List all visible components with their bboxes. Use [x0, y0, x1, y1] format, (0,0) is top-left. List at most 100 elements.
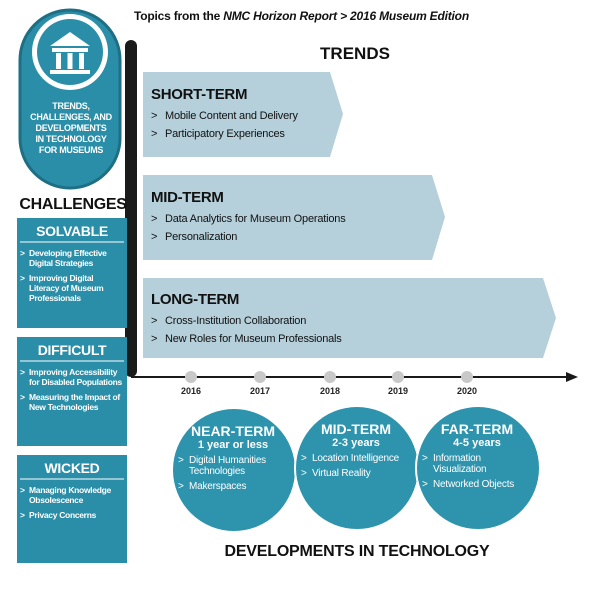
item-text: Information Visualization — [433, 453, 487, 475]
list-item: > Data Analytics for Museum Operations — [151, 210, 346, 228]
badge-line: TRENDS, — [52, 101, 90, 111]
item-text: Virtual Reality — [312, 468, 371, 479]
challenge-title: DIFFICULT — [37, 342, 107, 358]
trend-arrow — [143, 278, 556, 358]
development-circle: MID-TERM 2-3 years > Location Intelligence >… — [301, 422, 411, 483]
challenges-title: CHALLENGES — [19, 196, 127, 213]
header-report: NMC Horizon Report > 2016 Museum Edition — [223, 9, 469, 23]
list-item: > Virtual Reality — [301, 468, 411, 479]
development-circle: NEAR-TERM 1 year or less > Digital Humaniti… — [178, 424, 288, 496]
bullet: > — [151, 315, 158, 327]
bullet: > — [151, 128, 158, 140]
item-text: Makerspaces — [189, 481, 247, 492]
museum-icon — [50, 32, 90, 74]
badge-line: IN TECHNOLOGY — [35, 134, 107, 144]
list-item: > Cross-Institution Collaboration — [151, 312, 342, 330]
item-text: Participatory Experiences — [165, 128, 285, 140]
year-label: 2020 — [456, 386, 478, 396]
timeline-arrowhead — [566, 372, 578, 382]
bullet: > — [422, 453, 428, 464]
developments-title: DEVELOPMENTS IN TECHNOLOGY — [224, 543, 490, 560]
challenge-items: > Managing Knowledge Obsolescence > Privacy… — [20, 485, 124, 520]
bullet: > — [151, 231, 158, 243]
challenge-group: WICKED > Managing Knowledge Obsolescence > P… — [20, 457, 124, 525]
item-text: Measuring the Impact of New Technologies — [29, 392, 120, 412]
item-text: Improving Accessibility for Disabled Pop… — [29, 367, 122, 387]
list-item: > Location Intelligence — [301, 453, 411, 464]
challenge-title: WICKED — [44, 460, 100, 476]
development-circle: FAR-TERM 4-5 years > Information Visualizat… — [422, 422, 532, 494]
trend-row: SHORT-TERM > Mobile Content and Delivery > P… — [151, 86, 298, 143]
challenge-items: > Improving Accessibility for Disabled Po… — [20, 367, 124, 412]
trend-row: LONG-TERM > Cross-Institution Collaboratio… — [151, 291, 342, 348]
list-item: > Improving Accessibility for Disabled Po… — [20, 367, 124, 387]
list-item: > Personalization — [151, 228, 346, 246]
list-item: > Digital Humanities Technologies — [178, 455, 288, 477]
challenge-group: SOLVABLE > Developing Effective Digital St… — [20, 220, 124, 308]
challenge-dividers — [20, 241, 124, 480]
trend-arrow — [143, 175, 445, 260]
list-item: > Information Visualization — [422, 453, 532, 475]
bullet: > — [20, 392, 25, 402]
list-item: > New Roles for Museum Professionals — [151, 330, 342, 348]
item-text: Networked Objects — [433, 479, 515, 490]
badge-line: FOR MUSEUMS — [38, 145, 104, 155]
trends-title: TRENDS — [320, 44, 390, 63]
year-label: 2017 — [249, 386, 271, 396]
year-label: 2019 — [387, 386, 409, 396]
development-term: FAR-TERM — [440, 421, 514, 437]
item-text: New Roles for Museum Professionals — [165, 333, 342, 345]
list-item: > Measuring the Impact of New Technologie… — [20, 392, 124, 412]
trend-term: MID-TERM — [151, 189, 224, 206]
bullet: > — [422, 479, 428, 490]
bullet: > — [151, 110, 158, 122]
header-text: Topics from the — [134, 9, 224, 23]
item-text: Personalization — [165, 231, 238, 243]
bullet: > — [20, 273, 25, 283]
development-horizon: 4-5 years — [453, 437, 501, 449]
bullet: > — [151, 333, 158, 345]
list-item: > Privacy Concerns — [20, 510, 124, 520]
bullet: > — [20, 367, 25, 377]
list-item: > Networked Objects — [422, 479, 532, 490]
challenge-title: SOLVABLE — [36, 223, 108, 239]
challenge-box — [17, 455, 127, 563]
bullet: > — [20, 485, 25, 495]
trend-term: LONG-TERM — [151, 291, 240, 308]
development-horizon: 2-3 years — [332, 437, 380, 449]
item-text: Location Intelligence — [312, 453, 399, 464]
list-item: > Mobile Content and Delivery — [151, 107, 298, 125]
timeline-dots — [185, 371, 473, 383]
list-item: > Managing Knowledge Obsolescence — [20, 485, 124, 505]
trend-term: SHORT-TERM — [151, 86, 248, 103]
challenge-group: DIFFICULT > Improving Accessibility for Di… — [20, 339, 124, 417]
badge-text: TRENDS, CHALLENGES, AND DEVELOPMENTS IN TEC… — [24, 101, 118, 156]
bullet: > — [178, 481, 184, 492]
list-item: > Makerspaces — [178, 481, 288, 492]
item-text: Digital Humanities Technologies — [189, 455, 266, 477]
bullet: > — [301, 453, 307, 464]
item-text: Improving Digital Literacy of Museum Pro… — [29, 273, 104, 303]
challenge-items: > Developing Effective Digital Strategies… — [20, 248, 124, 303]
item-text: Privacy Concerns — [29, 510, 97, 520]
bullet: > — [20, 510, 25, 520]
item-text: Mobile Content and Delivery — [165, 110, 298, 122]
bullet: > — [20, 248, 25, 258]
bullet: > — [151, 213, 158, 225]
item-text: Developing Effective Digital Strategies — [29, 248, 107, 268]
development-term: NEAR-TERM — [191, 423, 275, 439]
challenge-box — [17, 337, 127, 446]
list-item: > Developing Effective Digital Strategies — [20, 248, 124, 268]
year-label: 2016 — [180, 386, 202, 396]
list-item: > Participatory Experiences — [151, 125, 298, 143]
list-item: > Improving Digital Literacy of Museum Pr… — [20, 273, 124, 303]
year-label: 2018 — [319, 386, 341, 396]
bullet: > — [301, 468, 307, 479]
badge-line: DEVELOPMENTS — [35, 123, 107, 133]
badge-line: CHALLENGES, AND — [30, 112, 112, 122]
item-text: Data Analytics for Museum Operations — [165, 213, 346, 225]
trend-row: MID-TERM > Data Analytics for Museum Opera… — [151, 189, 346, 246]
development-term: MID-TERM — [321, 421, 391, 437]
